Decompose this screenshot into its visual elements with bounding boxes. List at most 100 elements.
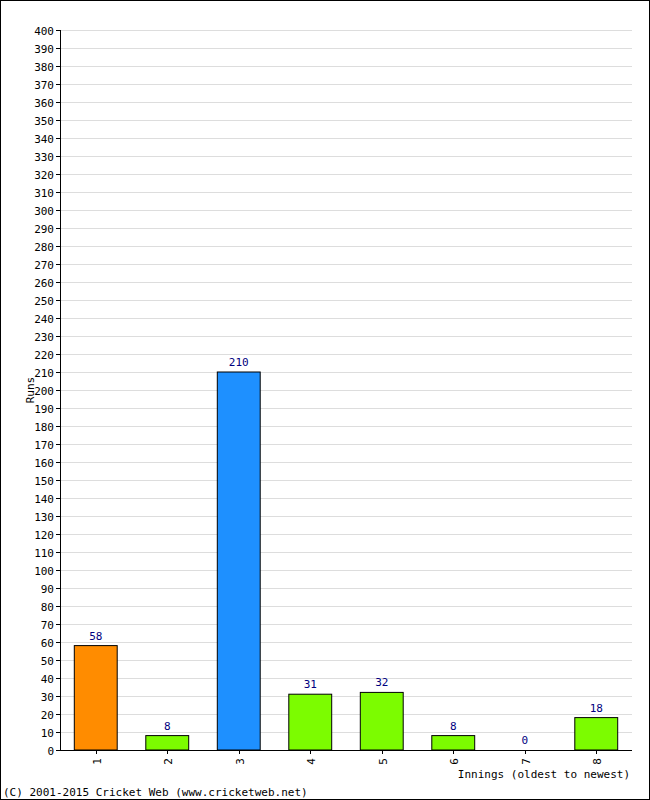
y-axis-label: Runs [24,377,37,404]
y-tick-label: 50 [41,655,54,668]
bars [74,372,617,750]
y-tick [56,192,60,193]
bar [432,736,475,750]
y-tick [56,102,60,103]
x-tick [596,750,597,754]
y-tick [56,732,60,733]
y-tick-label: 140 [34,493,54,506]
y-tick-label: 170 [34,439,54,452]
y-tick [56,138,60,139]
y-tick-label: 310 [34,187,54,200]
x-tick-label: 4 [305,758,318,765]
y-tick [56,552,60,553]
y-tick [56,66,60,67]
grid-line [60,372,632,373]
y-tick [56,642,60,643]
y-tick-label: 210 [34,367,54,380]
y-tick [56,120,60,121]
x-tick-label: 7 [520,758,533,765]
y-tick [56,534,60,535]
grid-line [60,318,632,319]
y-tick-label: 200 [34,385,54,398]
y-tick-label: 10 [41,727,54,740]
y-tick-label: 120 [34,529,54,542]
y-tick-label: 160 [34,457,54,470]
y-tick [56,156,60,157]
grid-line [60,642,632,643]
grid-line [60,192,632,193]
grid-line [60,714,632,715]
y-tick [56,210,60,211]
bar [360,692,403,750]
y-tick [56,228,60,229]
y-tick-label: 280 [34,241,54,254]
grid-line [60,426,632,427]
y-tick [56,714,60,715]
y-tick [56,480,60,481]
annotation: (C) 2001-2015 Cricket Web (www.cricketwe… [3,786,308,799]
y-tick-label: 350 [34,115,54,128]
grid-line [60,336,632,337]
y-tick [56,174,60,175]
grid-line [60,624,632,625]
grid-line [60,354,632,355]
bar [146,736,189,750]
x-tick-label: 6 [448,758,461,765]
grid-line [60,570,632,571]
grid-line [60,102,632,103]
y-tick-label: 240 [34,313,54,326]
y-tick [56,570,60,571]
y-tick [56,624,60,625]
data-label: 210 [229,356,249,369]
x-tick-label: 8 [591,758,604,765]
y-tick-label: 270 [34,259,54,272]
y-tick-label: 360 [34,97,54,110]
x-tick [310,750,311,754]
grid-line [60,246,632,247]
x-tick [96,750,97,754]
y-tick-label: 0 [47,745,54,758]
y-tick [56,696,60,697]
y-tick-label: 400 [34,25,54,38]
grid-line [60,480,632,481]
grid-line [60,462,632,463]
y-tick-label: 190 [34,403,54,416]
y-tick [56,516,60,517]
x-tick [239,750,240,754]
data-label: 58 [89,630,102,643]
grid-line [60,552,632,553]
y-tick-label: 90 [41,583,54,596]
grid-line [60,174,632,175]
y-tick-label: 110 [34,547,54,560]
y-tick [56,498,60,499]
y-tick [56,426,60,427]
grid-line [60,138,632,139]
grid-line [60,534,632,535]
y-tick-label: 180 [34,421,54,434]
grid-line [60,120,632,121]
bar [289,694,332,750]
y-tick-label: 20 [41,709,54,722]
grid-line [60,66,632,67]
x-tick [167,750,168,754]
grid-line [60,408,632,409]
x-axis-label: Innings (oldest to newest) [458,768,630,781]
grid-line [60,282,632,283]
bar [74,646,117,750]
y-tick [56,444,60,445]
grid-line [60,606,632,607]
y-tick [56,336,60,337]
data-label: 0 [521,734,528,747]
x-axis [60,750,632,751]
y-tick [56,678,60,679]
y-tick-label: 130 [34,511,54,524]
y-tick [56,408,60,409]
x-tick [525,750,526,754]
y-tick-label: 370 [34,79,54,92]
y-tick [56,750,60,751]
grid-line [60,156,632,157]
y-tick [56,390,60,391]
y-tick [56,84,60,85]
grid-line [60,84,632,85]
y-tick-label: 30 [41,691,54,704]
